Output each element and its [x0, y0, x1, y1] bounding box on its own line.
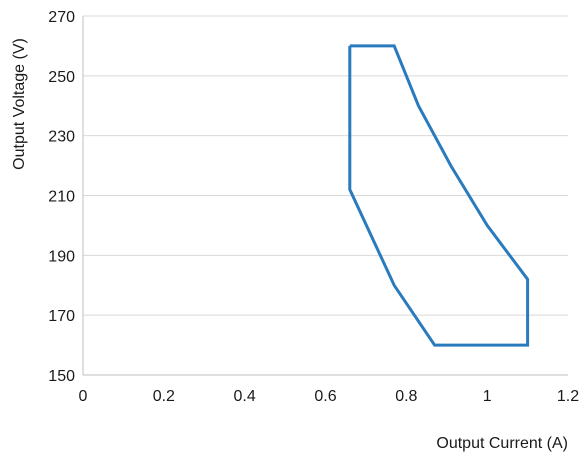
series-line — [348, 44, 530, 347]
x-tick-label: 0.4 — [234, 388, 256, 405]
x-tick-label: 1 — [483, 388, 492, 405]
series-group — [348, 44, 530, 347]
y-tick-label: 270 — [48, 9, 75, 26]
x-tick-label: 0.2 — [153, 388, 175, 405]
y-tick-label: 190 — [48, 248, 75, 265]
y-axis-label: Output Voltage (V) — [11, 38, 28, 170]
y-tick-label: 250 — [48, 69, 75, 86]
gridlines — [83, 15, 568, 316]
y-tick-label: 230 — [48, 129, 75, 146]
y-tick-label: 170 — [48, 308, 75, 325]
x-tick-label: 0 — [79, 388, 88, 405]
x-tick-label: 0.6 — [314, 388, 336, 405]
y-tick-label: 210 — [48, 189, 75, 206]
y-tick-label: 150 — [48, 368, 75, 385]
x-tick-label: 1.2 — [557, 388, 579, 405]
x-tick-labels: 0 0.2 0.4 0.6 0.8 1 1.2 — [79, 388, 580, 405]
axes — [82, 16, 568, 376]
x-axis-label: Output Current (A) — [436, 435, 568, 452]
x-tick-label: 0.8 — [395, 388, 417, 405]
y-tick-labels: 150 170 190 210 230 250 270 — [48, 9, 75, 385]
